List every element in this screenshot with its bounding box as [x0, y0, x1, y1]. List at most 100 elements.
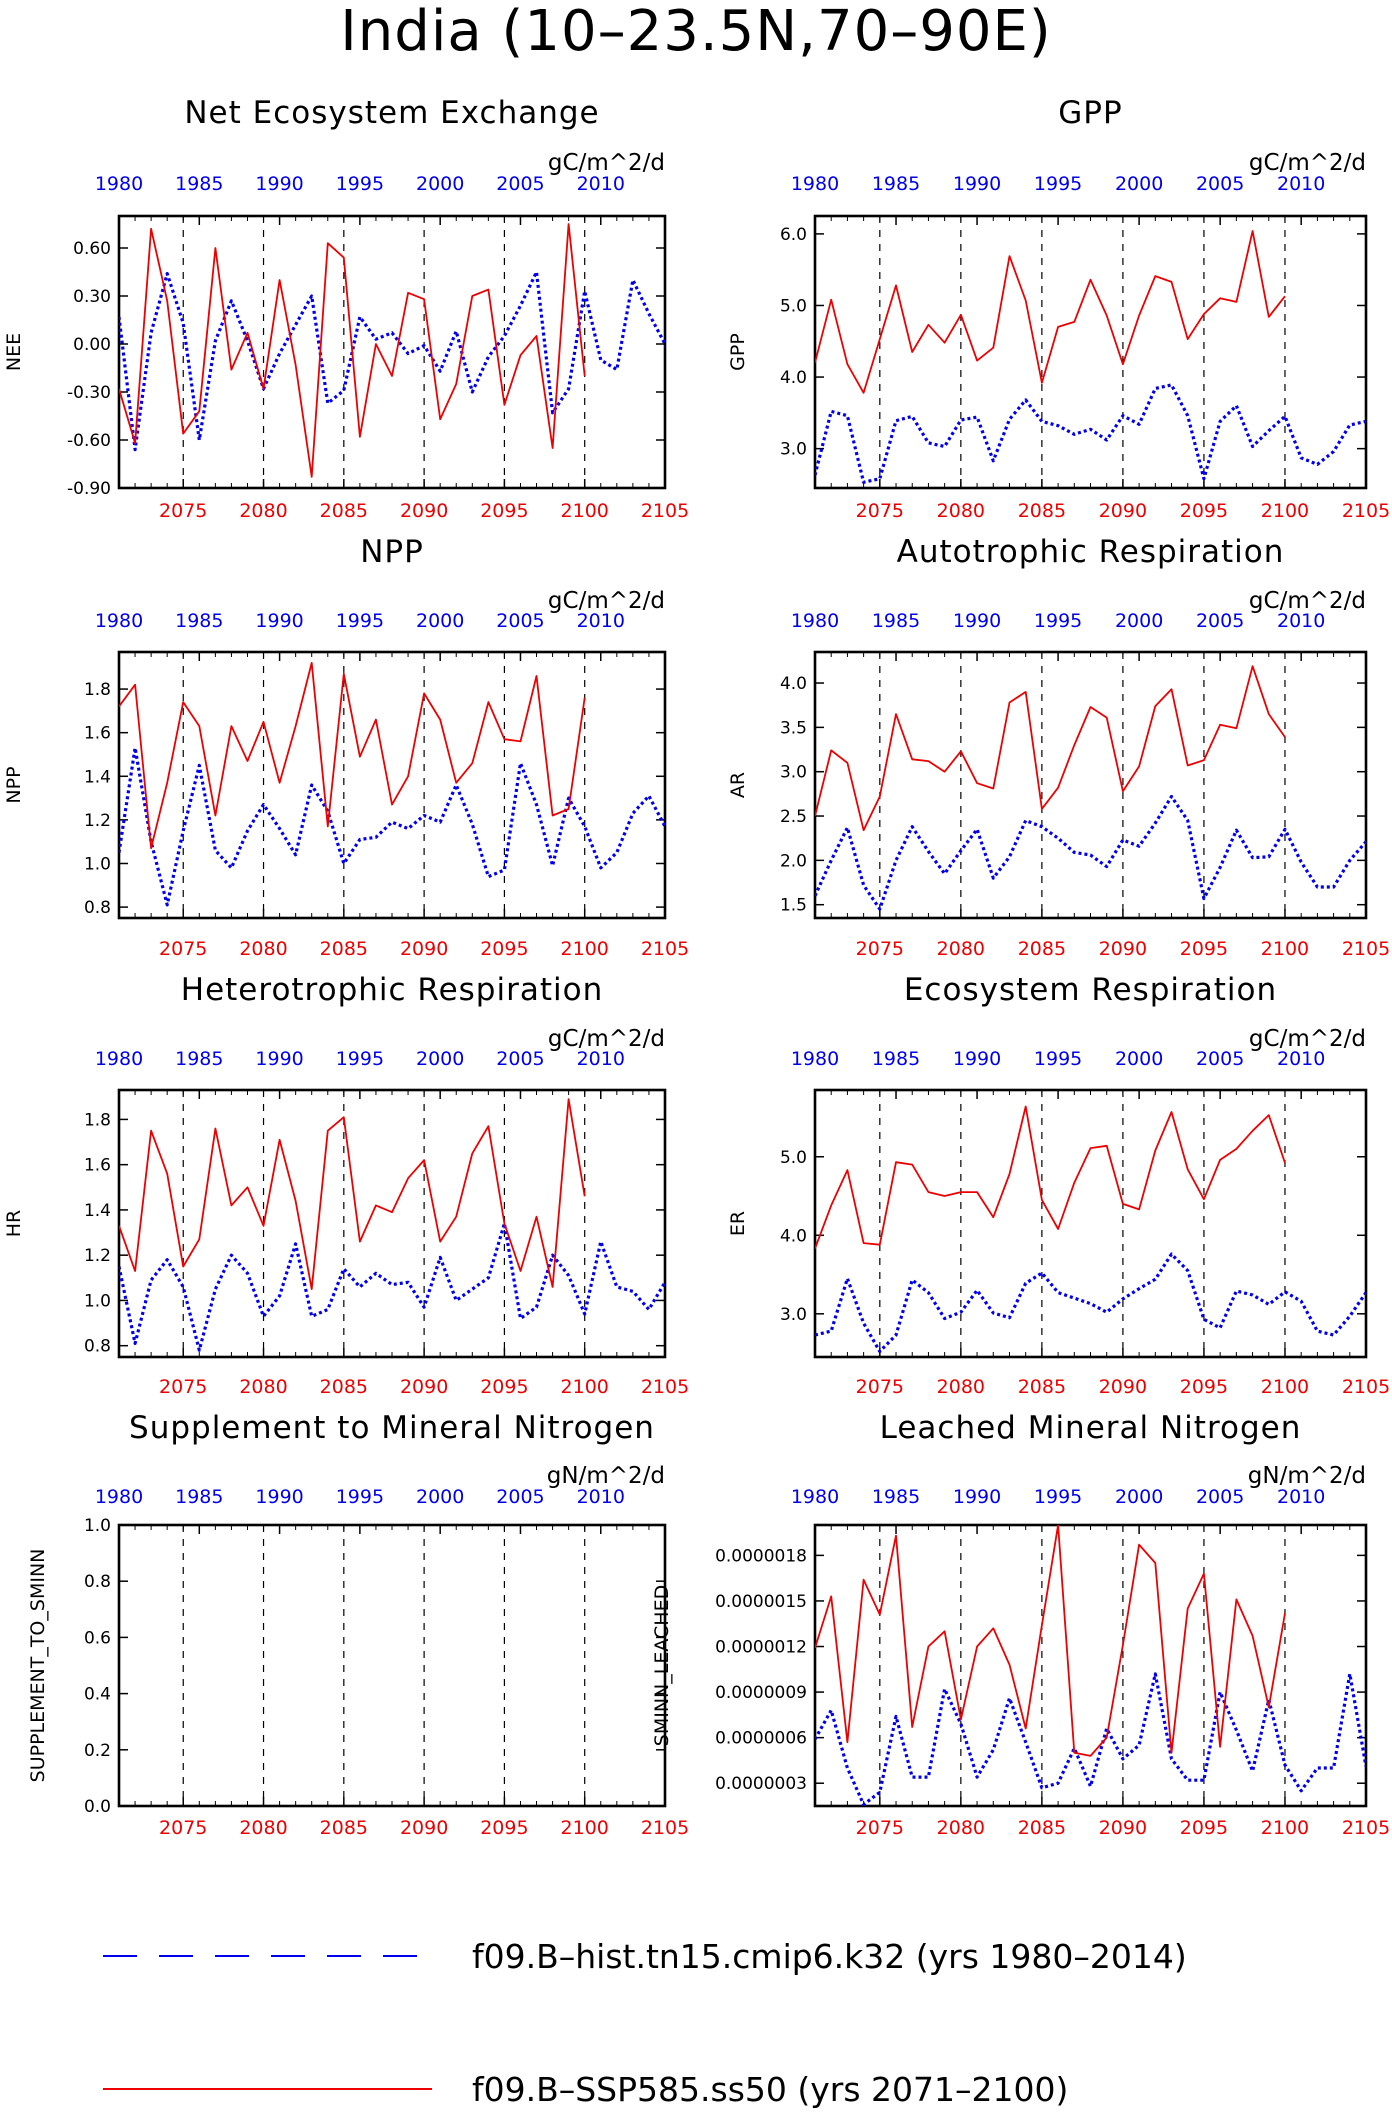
y-tick-label: -0.60	[67, 431, 111, 451]
y-tick-label: 0.0000006	[715, 1729, 807, 1749]
x-bottom-tick-label: 2085	[320, 1817, 368, 1839]
x-bottom-tick-label: 2085	[1018, 500, 1066, 522]
x-bottom-tick-label: 2095	[1180, 1376, 1228, 1398]
x-top-tick-label: 2005	[496, 610, 544, 632]
y-tick-label: 1.5	[780, 896, 807, 916]
y-tick-label: 1.4	[84, 1201, 111, 1221]
y-tick-label: 5.0	[780, 296, 807, 316]
plot-frame	[813, 650, 1368, 920]
panel-title: Supplement to Mineral Nitrogen	[129, 1410, 655, 1446]
x-bottom-tick-label: 2095	[480, 1817, 528, 1839]
panel-3: Autotrophic Respiration gC/m^2/d 2075 2080 2…	[727, 534, 1390, 960]
y-tick-label: 4.0	[780, 674, 807, 694]
x-top-tick-label: 2005	[496, 1486, 544, 1508]
units-label: gC/m^2/d	[1249, 1026, 1366, 1052]
x-top-tick-label: 1985	[175, 610, 223, 632]
x-bottom-tick-label: 2080	[937, 938, 985, 960]
panel-5: Ecosystem Respiration gC/m^2/d 2075 2080 208…	[727, 972, 1390, 1398]
x-top-tick-label: 1995	[336, 610, 384, 632]
x-bottom-tick-label: 2075	[159, 1817, 207, 1839]
y-tick-label: 4.0	[780, 1226, 807, 1246]
x-top-tick-label: 1990	[953, 1486, 1001, 1508]
x-top-tick-label: 1980	[791, 173, 839, 195]
x-top-tick-label: 1980	[791, 1048, 839, 1070]
panel-title: Heterotrophic Respiration	[181, 972, 603, 1008]
x-bottom-tick-label: 2075	[856, 1817, 904, 1839]
x-bottom-tick-label: 2090	[1099, 500, 1147, 522]
x-top-tick-label: 1980	[95, 1048, 143, 1070]
x-bottom-tick-label: 2095	[1180, 938, 1228, 960]
x-bottom-tick-label: 2075	[159, 938, 207, 960]
x-bottom-tick-label: 2100	[561, 500, 609, 522]
x-bottom-tick-label: 2090	[400, 500, 448, 522]
x-top-tick-label: 2010	[577, 173, 625, 195]
x-top-tick-label: 2000	[1115, 1486, 1163, 1508]
y-tick-label: 0.0000015	[715, 1592, 807, 1612]
y-tick-label: 0.60	[73, 239, 111, 259]
plot-frame	[117, 214, 667, 490]
x-top-tick-label: 1995	[336, 173, 384, 195]
y-tick-label: 1.8	[84, 1110, 111, 1130]
x-bottom-tick-label: 2080	[239, 500, 287, 522]
series-line-hist	[815, 1252, 1366, 1354]
y-tick-label: -0.90	[67, 479, 111, 499]
x-top-tick-label: 2000	[416, 173, 464, 195]
y-tick-label: 1.2	[84, 1246, 111, 1266]
legend-label-hist: f09.B–hist.tn15.cmip6.k32 (yrs 1980–2014…	[472, 1937, 1187, 1976]
panel-title: GPP	[1058, 95, 1122, 131]
x-bottom-tick-label: 2090	[1099, 1376, 1147, 1398]
x-top-tick-label: 2010	[1277, 1048, 1325, 1070]
x-top-tick-label: 2005	[1196, 173, 1244, 195]
plot-frame	[117, 1523, 667, 1808]
y-axis-label: GPP	[727, 333, 749, 371]
x-bottom-tick-label: 2105	[641, 1376, 689, 1398]
x-bottom-tick-label: 2075	[159, 500, 207, 522]
y-tick-label: 3.0	[780, 1305, 807, 1325]
x-bottom-tick-label: 2080	[239, 1817, 287, 1839]
x-bottom-tick-label: 2090	[1099, 938, 1147, 960]
x-bottom-tick-label: 2100	[561, 1376, 609, 1398]
x-bottom-tick-label: 2105	[641, 938, 689, 960]
x-top-tick-label: 1990	[953, 610, 1001, 632]
x-top-tick-label: 1985	[872, 610, 920, 632]
x-bottom-tick-label: 2090	[400, 938, 448, 960]
x-bottom-tick-label: 2090	[400, 1376, 448, 1398]
x-bottom-tick-label: 2100	[561, 938, 609, 960]
panel-1: GPP gC/m^2/d 2075 2080 2085 2090 2095 2100 2105 1…	[727, 95, 1390, 522]
x-top-tick-label: 1995	[336, 1048, 384, 1070]
x-top-tick-label: 2005	[1196, 1048, 1244, 1070]
x-top-tick-label: 1990	[953, 1048, 1001, 1070]
series-line-hist	[119, 1221, 665, 1352]
x-top-tick-label: 1985	[175, 1486, 223, 1508]
y-axis-label: NEE	[3, 333, 25, 371]
units-label: gN/m^2/d	[547, 1463, 665, 1489]
x-top-tick-label: 1995	[1034, 610, 1082, 632]
plot-frame	[813, 1088, 1368, 1359]
x-bottom-tick-label: 2085	[1018, 938, 1066, 960]
y-tick-label: 1.6	[84, 724, 111, 744]
x-top-tick-label: 2005	[496, 173, 544, 195]
y-tick-label: 0.6	[84, 1628, 111, 1648]
x-bottom-tick-label: 2095	[480, 938, 528, 960]
y-tick-label: 1.0	[84, 1291, 111, 1311]
x-top-tick-label: 1995	[1034, 173, 1082, 195]
panel-7: Leached Mineral Nitrogen gN/m^2/d 2075 2080…	[651, 1410, 1390, 1839]
y-tick-label: 0.0	[84, 1797, 111, 1817]
x-bottom-tick-label: 2090	[400, 1817, 448, 1839]
y-tick-label: 1.0	[84, 854, 111, 874]
x-top-tick-label: 2010	[1277, 610, 1325, 632]
x-bottom-tick-label: 2080	[937, 500, 985, 522]
x-top-tick-label: 1985	[175, 173, 223, 195]
panel-title: Autotrophic Respiration	[897, 534, 1285, 570]
panel-title: Ecosystem Respiration	[904, 972, 1277, 1008]
series-line-hist	[815, 383, 1366, 484]
panel-4: Heterotrophic Respiration gC/m^2/d 2075 208…	[3, 972, 689, 1398]
x-top-tick-label: 1985	[872, 1486, 920, 1508]
x-bottom-tick-label: 2075	[856, 938, 904, 960]
x-top-tick-label: 2005	[1196, 1486, 1244, 1508]
y-tick-label: 1.8	[84, 680, 111, 700]
x-top-tick-label: 2010	[577, 1048, 625, 1070]
x-top-tick-label: 1990	[255, 1048, 303, 1070]
legend: f09.B–hist.tn15.cmip6.k32 (yrs 1980–2014…	[103, 1937, 1187, 2109]
x-top-tick-label: 1980	[791, 610, 839, 632]
